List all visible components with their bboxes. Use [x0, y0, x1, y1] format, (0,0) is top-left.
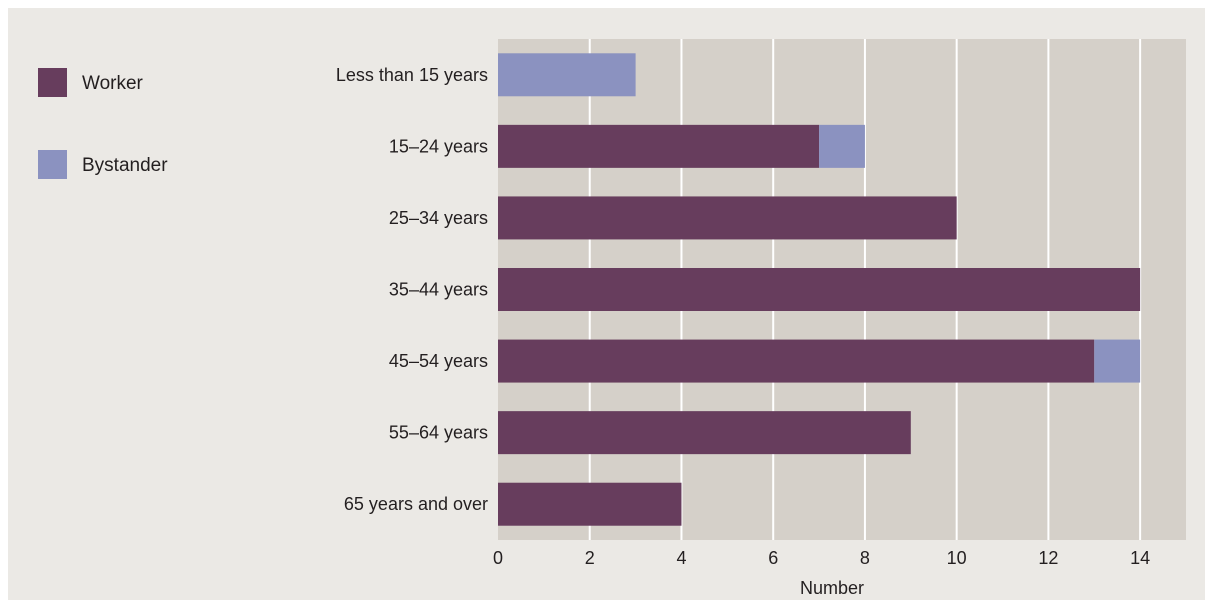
bar-worker-2 — [498, 196, 957, 240]
bar-worker-5 — [498, 411, 911, 455]
legend: Worker Bystander — [38, 68, 168, 179]
bar-worker-6 — [498, 482, 682, 526]
x-tick-label-6: 6 — [768, 548, 778, 568]
bars — [498, 53, 1141, 526]
legend-label-worker: Worker — [82, 73, 144, 94]
x-tick-label-12: 12 — [1038, 548, 1058, 568]
x-axis-title: Number — [800, 578, 864, 598]
x-tick-label-14: 14 — [1130, 548, 1150, 568]
x-tick-label-4: 4 — [676, 548, 686, 568]
x-tick-label-10: 10 — [947, 548, 967, 568]
bar-bystander-4 — [1094, 339, 1141, 383]
category-label-2: 25–34 years — [389, 208, 488, 228]
category-label-4: 45–54 years — [389, 351, 488, 371]
legend-swatch-bystander — [38, 150, 67, 179]
bar-bystander-1 — [819, 124, 865, 168]
bar-worker-1 — [498, 124, 820, 168]
category-labels: Less than 15 years 15–24 years 25–34 years… — [336, 65, 488, 514]
chart-frame: Less than 15 years 15–24 years 25–34 years… — [8, 8, 1205, 600]
x-tick-label-2: 2 — [585, 548, 595, 568]
category-label-6: 65 years and over — [344, 494, 488, 514]
bar-worker-4 — [498, 339, 1095, 383]
category-label-1: 15–24 years — [389, 136, 488, 156]
x-tick-label-0: 0 — [493, 548, 503, 568]
legend-label-bystander: Bystander — [82, 155, 168, 176]
x-tick-labels: 0 2 4 6 8 10 12 14 — [493, 548, 1150, 568]
bar-bystander-0 — [498, 53, 636, 97]
bar-worker-3 — [498, 268, 1141, 311]
x-tick-label-8: 8 — [860, 548, 870, 568]
stacked-bar-chart: Less than 15 years 15–24 years 25–34 years… — [38, 39, 1186, 598]
legend-swatch-worker — [38, 68, 67, 97]
category-label-5: 55–64 years — [389, 423, 488, 443]
category-label-3: 35–44 years — [389, 280, 488, 300]
category-label-0: Less than 15 years — [336, 65, 488, 85]
